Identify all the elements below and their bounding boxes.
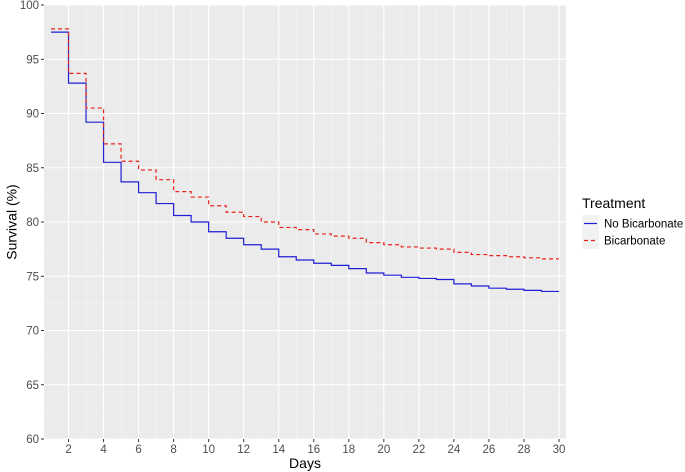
y-tick-label: 70 (26, 326, 39, 338)
x-tick-label: 4 (100, 444, 107, 456)
legend-title: Treatment (582, 195, 645, 211)
x-tick-label: 24 (447, 444, 460, 456)
x-tick-label: 26 (483, 444, 496, 456)
x-tick-label: 12 (237, 444, 250, 456)
y-tick-label: 95 (26, 54, 39, 66)
y-tick-label: 65 (26, 380, 39, 392)
series-line-bicarbonate (51, 28, 559, 260)
x-tick-label: 8 (170, 444, 176, 456)
series-line-no-bicarbonate (51, 31, 559, 293)
x-tick-label: 6 (135, 444, 141, 456)
y-tick-label: 90 (26, 109, 39, 121)
y-axis: 60 65 70 75 80 85 90 95 100 (20, 0, 44, 446)
legend: Treatment No Bicarbonate Bicarbonate (582, 195, 683, 249)
y-tick-label: 60 (26, 434, 39, 446)
y-tick-label: 80 (26, 217, 39, 229)
y-tick-label: 100 (20, 0, 39, 12)
y-axis-title: Survival (%) (4, 184, 20, 259)
x-tick-label: 20 (377, 444, 390, 456)
major-gridlines (44, 4, 566, 440)
legend-label: No Bicarbonate (604, 219, 683, 231)
x-tick-label: 2 (65, 444, 71, 456)
x-tick-label: 14 (272, 444, 285, 456)
x-tick-label: 16 (307, 444, 320, 456)
x-tick-label: 22 (412, 444, 425, 456)
x-axis-title: Days (289, 455, 321, 471)
y-tick-label: 85 (26, 163, 39, 175)
legend-items: No Bicarbonate Bicarbonate (582, 215, 683, 249)
series-layer (51, 28, 559, 293)
legend-key-background (582, 232, 599, 249)
x-tick-label: 10 (202, 444, 215, 456)
x-axis: 2 4 6 8 10 12 14 16 18 20 22 24 26 28 30 (65, 439, 565, 456)
legend-label: Bicarbonate (604, 236, 665, 248)
x-tick-label: 18 (342, 444, 355, 456)
x-tick-label: 28 (518, 444, 531, 456)
x-tick-label: 30 (553, 444, 566, 456)
y-tick-label: 75 (26, 271, 39, 283)
